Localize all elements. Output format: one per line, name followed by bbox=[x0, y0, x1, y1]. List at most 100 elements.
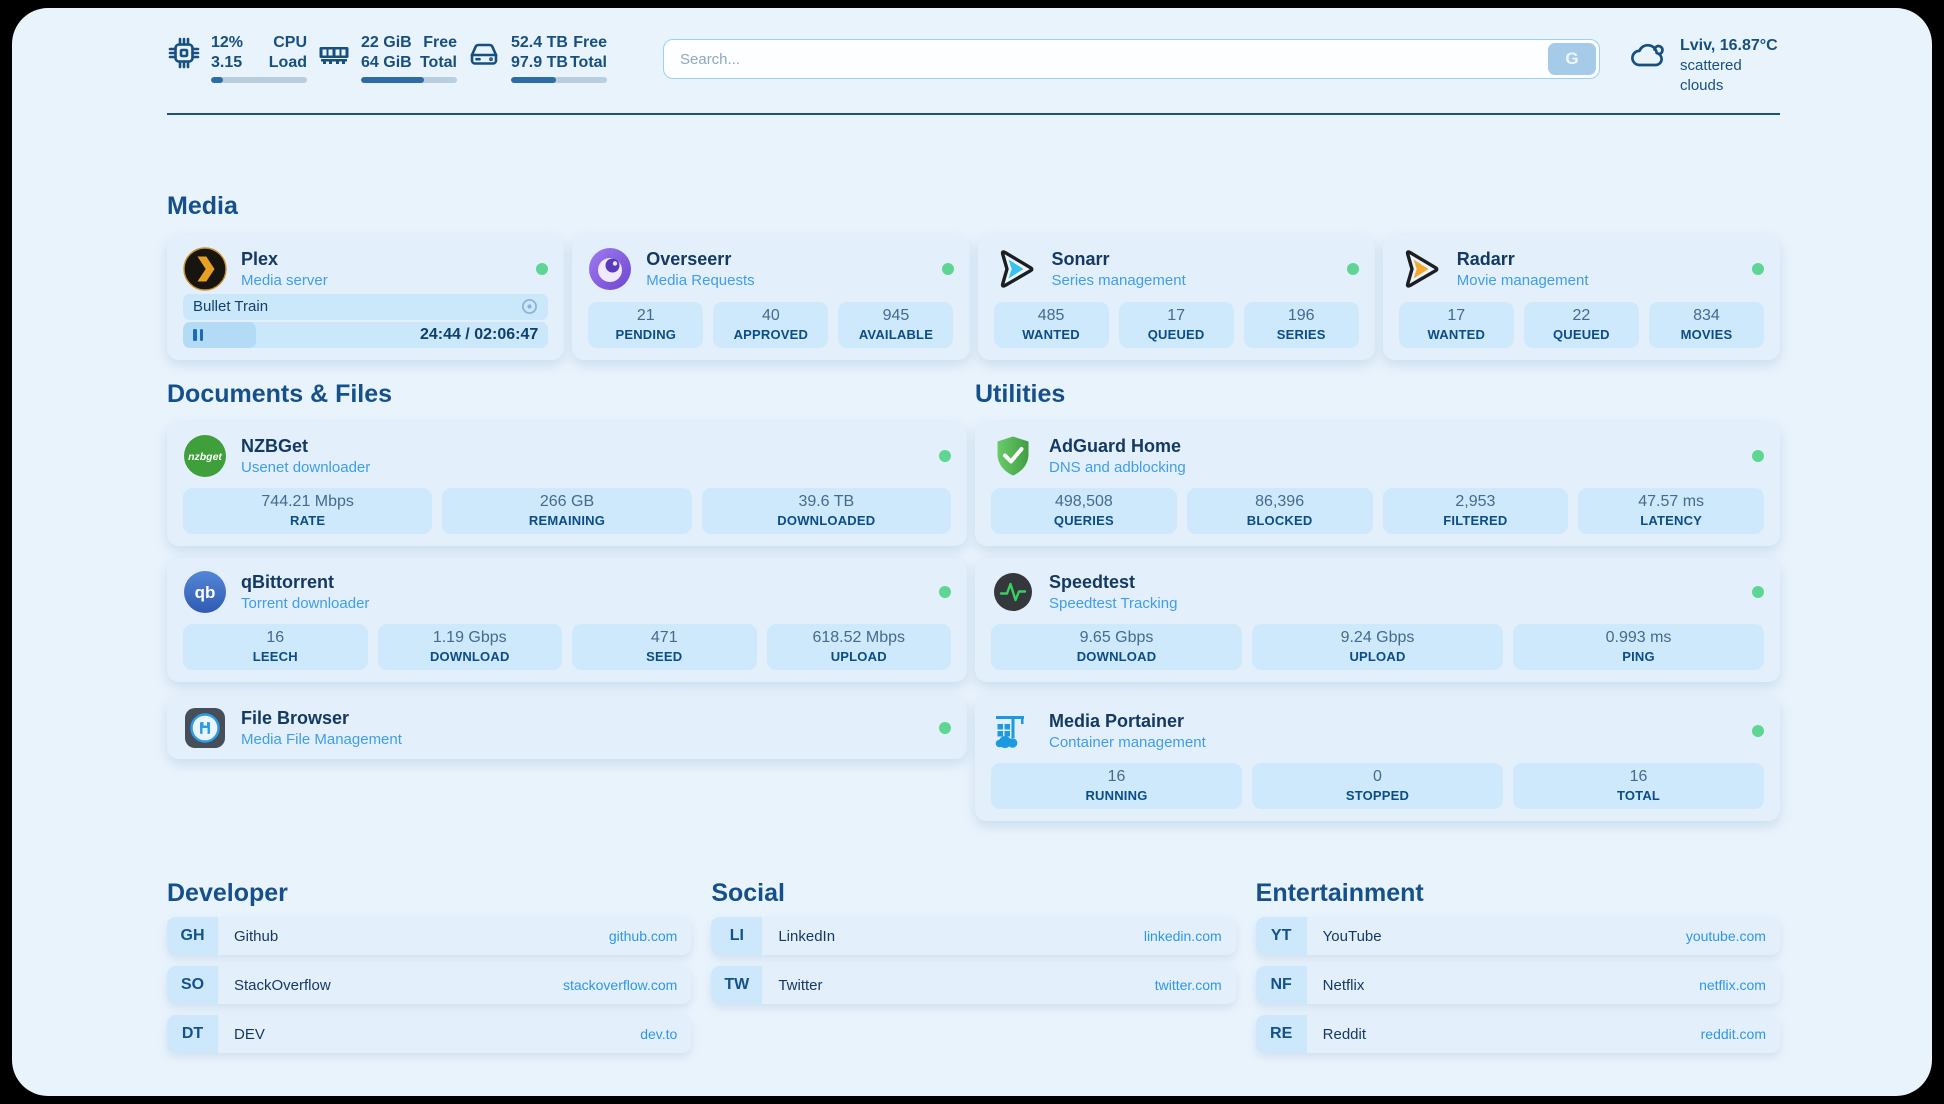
service-name: File Browser bbox=[241, 708, 350, 728]
radarr-icon bbox=[1399, 247, 1443, 291]
plex-icon bbox=[183, 247, 227, 291]
section-title-documents: Documents & Files bbox=[167, 380, 393, 408]
service-card-speedtest[interactable]: Speedtest Speedtest Tracking 9.65 Gbps D… bbox=[975, 558, 1780, 682]
bookmark-abbr: YT bbox=[1255, 917, 1307, 955]
status-dot bbox=[1752, 263, 1764, 275]
disk-widget: 52.4 TB 97.9 TB Free Total bbox=[467, 33, 607, 83]
stat-box-total: 16 TOTAL bbox=[1513, 763, 1764, 809]
sonarr-icon bbox=[994, 247, 1038, 291]
speedtest-icon bbox=[991, 570, 1035, 614]
disk-free-value: 52.4 TB bbox=[511, 34, 568, 51]
stat-box-blocked: 86,396 BLOCKED bbox=[1186, 488, 1373, 534]
bookmark-youtube[interactable]: YT YouTube youtube.com bbox=[1255, 917, 1780, 955]
stat-box-queued: 22 QUEUED bbox=[1523, 302, 1639, 348]
service-card-portainer[interactable]: Media Portainer Container management 16 … bbox=[975, 697, 1780, 821]
stat-box-seed: 471 SEED bbox=[572, 624, 757, 670]
memory-free-value: 22 GiB bbox=[361, 34, 412, 51]
status-dot bbox=[536, 263, 549, 275]
service-card-adguard[interactable]: AdGuard Home DNS and adblocking 498,508 … bbox=[975, 422, 1780, 546]
cpu-progress-bar bbox=[211, 77, 307, 83]
bookmark-group-entertainment: Entertainment YT YouTube youtube.com NF … bbox=[1255, 879, 1780, 1053]
svg-text:qb: qb bbox=[195, 583, 216, 602]
service-card-plex[interactable]: Plex Media server Bullet Train 24:44 / 0… bbox=[167, 235, 565, 360]
service-card-filebrowser[interactable]: File Browser Media File Management bbox=[167, 697, 967, 759]
bookmark-url: twitter.com bbox=[1154, 977, 1222, 993]
memory-icon bbox=[317, 36, 351, 70]
service-card-qbittorrent[interactable]: qb qBittorrent Torrent downloader 16 LEE… bbox=[167, 558, 967, 682]
status-dot bbox=[1752, 586, 1764, 598]
cpu-label: CPU bbox=[273, 34, 307, 51]
service-subtitle: Movie management bbox=[1456, 272, 1589, 289]
now-playing-row: Bullet Train bbox=[183, 293, 549, 320]
playback-time: 24:44 / 02:06:47 bbox=[419, 326, 539, 343]
search-engine-button[interactable]: G bbox=[1548, 43, 1596, 75]
bookmark-abbr: GH bbox=[167, 917, 218, 955]
media-type-icon bbox=[521, 298, 538, 315]
stat-box-queued: 17 QUEUED bbox=[1118, 302, 1234, 348]
bookmark-stackoverflow[interactable]: SO StackOverflow stackoverflow.com bbox=[167, 966, 692, 1004]
stat-box-available: 945 AVAILABLE bbox=[838, 302, 954, 348]
bookmark-url: youtube.com bbox=[1685, 928, 1766, 944]
search-input[interactable] bbox=[663, 39, 1600, 79]
disk-total-label: Total bbox=[569, 54, 607, 71]
service-name: AdGuard Home bbox=[1049, 436, 1182, 456]
bookmark-url: netflix.com bbox=[1699, 977, 1766, 993]
bookmark-name: LinkedIn bbox=[778, 927, 836, 945]
portainer-icon bbox=[991, 709, 1035, 753]
stat-box-wanted: 17 WANTED bbox=[1398, 302, 1514, 348]
bookmark-twitter[interactable]: TW Twitter twitter.com bbox=[711, 966, 1236, 1004]
service-name: NZBGet bbox=[241, 436, 308, 456]
service-subtitle: Series management bbox=[1051, 272, 1186, 289]
stat-box-stopped: 0 STOPPED bbox=[1252, 763, 1503, 809]
service-name: qBittorrent bbox=[241, 572, 334, 592]
stat-box-upload: 9.24 Gbps UPLOAD bbox=[1252, 624, 1503, 670]
bookmark-reddit[interactable]: RE Reddit reddit.com bbox=[1255, 1015, 1780, 1053]
memory-total-value: 64 GiB bbox=[361, 54, 412, 71]
service-card-sonarr[interactable]: Sonarr Series management 485 WANTED 17 Q… bbox=[977, 235, 1375, 360]
utilities-column: Utilities AdGuard Home DNS and adblockin… bbox=[975, 380, 1780, 821]
stat-box-upload: 618.52 Mbps UPLOAD bbox=[766, 624, 951, 670]
status-dot bbox=[939, 586, 951, 598]
bookmark-netflix[interactable]: NF Netflix netflix.com bbox=[1255, 966, 1780, 1004]
stat-box-running: 16 RUNNING bbox=[991, 763, 1242, 809]
media-card-grid: Plex Media server Bullet Train 24:44 / 0… bbox=[167, 235, 1780, 360]
stat-box-pending: 21 PENDING bbox=[588, 302, 704, 348]
bookmark-abbr: NF bbox=[1255, 966, 1307, 1004]
service-subtitle: Torrent downloader bbox=[241, 595, 370, 612]
bookmark-name: Twitter bbox=[778, 976, 823, 994]
disk-icon bbox=[467, 36, 501, 70]
service-card-radarr[interactable]: Radarr Movie management 17 WANTED 22 QUE… bbox=[1382, 235, 1780, 360]
stat-box-filtered: 2,953 FILTERED bbox=[1382, 488, 1569, 534]
svg-text:nzbget: nzbget bbox=[188, 451, 222, 463]
service-name: Media Portainer bbox=[1049, 711, 1185, 731]
service-subtitle: DNS and adblocking bbox=[1049, 459, 1186, 476]
stat-box-leech: 16 LEECH bbox=[183, 624, 368, 670]
status-dot bbox=[1346, 263, 1359, 275]
stat-box-series: 196 SERIES bbox=[1243, 302, 1359, 348]
service-subtitle: Usenet downloader bbox=[241, 459, 371, 476]
bookmark-github[interactable]: GH Github github.com bbox=[167, 917, 692, 955]
stat-box-movies: 834 MOVIES bbox=[1648, 302, 1764, 348]
bookmark-abbr: SO bbox=[167, 966, 218, 1004]
cpu-icon bbox=[167, 36, 201, 70]
service-subtitle: Media File Management bbox=[241, 731, 402, 748]
service-card-nzbget[interactable]: nzbget NZBGet Usenet downloader 744.21 M… bbox=[167, 422, 967, 546]
section-title-utilities: Utilities bbox=[975, 380, 1066, 408]
cpu-load-value: 3.15 bbox=[211, 54, 243, 71]
service-subtitle: Media Requests bbox=[646, 272, 755, 289]
playback-progress-bar: 24:44 / 02:06:47 bbox=[183, 322, 549, 348]
cpu-widget: 12% 3.15 CPU Load bbox=[167, 33, 307, 83]
bookmark-dev[interactable]: DT DEV dev.to bbox=[167, 1015, 692, 1053]
stat-box-remaining: 266 GB REMAINING bbox=[442, 488, 692, 534]
bookmark-url: github.com bbox=[608, 928, 678, 944]
service-name: Plex bbox=[241, 249, 279, 269]
service-subtitle: Container management bbox=[1049, 734, 1206, 751]
service-card-overseerr[interactable]: Overseerr Media Requests 21 PENDING 40 A… bbox=[572, 235, 970, 360]
stat-box-queries: 498,508 QUERIES bbox=[991, 488, 1177, 534]
bookmark-linkedin[interactable]: LI LinkedIn linkedin.com bbox=[711, 917, 1236, 955]
stat-box-approved: 40 APPROVED bbox=[713, 302, 829, 348]
stat-box-download: 9.65 Gbps DOWNLOAD bbox=[991, 624, 1242, 670]
section-title-social: Social bbox=[711, 879, 785, 907]
bookmark-name: Reddit bbox=[1322, 1025, 1367, 1043]
service-subtitle: Speedtest Tracking bbox=[1049, 595, 1178, 612]
